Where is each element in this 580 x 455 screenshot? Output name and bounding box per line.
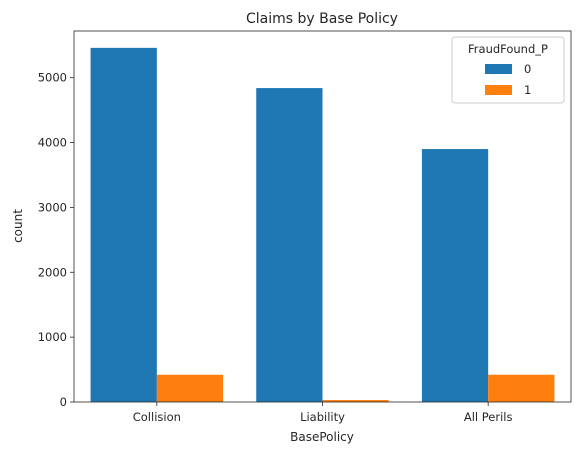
- legend-title: FraudFound_P: [468, 42, 548, 56]
- x-axis-label: BasePolicy: [290, 430, 354, 444]
- legend-swatch-series-0: [485, 64, 512, 74]
- y-tick-label: 0: [60, 395, 67, 409]
- y-tick-label: 1000: [38, 330, 67, 344]
- bar-collision-series-0: [90, 47, 157, 403]
- y-axis-label: count: [11, 209, 25, 243]
- legend-label-series-1: 1: [524, 83, 531, 97]
- x-tick-label: Liability: [300, 410, 345, 424]
- plot-area: 0 1000 2000 3000 4000 5000 Collision Liability A…: [38, 30, 572, 424]
- chart-title: Claims by Base Policy: [246, 11, 398, 27]
- bar-all-perils-series-1: [488, 374, 555, 402]
- legend-label-series-0: 0: [524, 62, 531, 76]
- y-tick-label: 4000: [38, 136, 67, 150]
- bar-collision-series-1: [156, 374, 224, 402]
- legend-swatch-series-1: [485, 85, 512, 95]
- legend: FraudFound_P 0 1: [451, 36, 565, 104]
- bar-liability-series-0: [256, 88, 323, 402]
- y-tick-label: 3000: [38, 200, 67, 214]
- y-tick-label: 5000: [38, 71, 67, 85]
- bar-all-perils-series-0: [421, 149, 489, 402]
- bar-liability-series-1: [322, 400, 389, 402]
- x-tick-label: All Perils: [464, 410, 513, 424]
- y-tick-label: 2000: [38, 265, 67, 279]
- x-tick-label: Collision: [133, 410, 181, 424]
